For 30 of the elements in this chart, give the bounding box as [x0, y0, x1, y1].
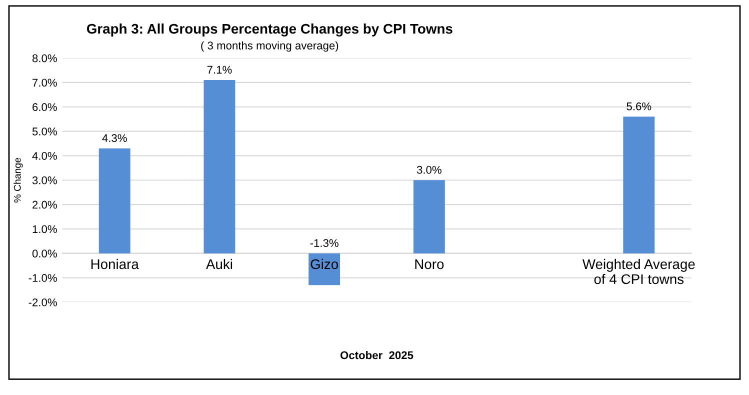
bar	[308, 253, 340, 286]
x-tick-label: Honiara	[91, 258, 139, 270]
y-tick-label: -1.0%	[28, 274, 57, 282]
data-label: 5.6%	[626, 102, 652, 110]
y-tick-label: 0.0%	[32, 250, 57, 258]
data-label: 7.1%	[207, 66, 232, 74]
x-tick-label: Auki	[206, 258, 232, 270]
bar	[413, 180, 445, 254]
y-tick-label: 3.0%	[32, 176, 57, 184]
data-label: -1.3%	[310, 239, 338, 247]
chart-subtitle: ( 3 months moving average)	[201, 41, 338, 52]
y-tick-label: -2.0%	[28, 298, 57, 306]
y-tick-label: 1.0%	[32, 225, 57, 234]
bar	[204, 80, 236, 254]
x-tick-label: Noro	[415, 259, 444, 270]
x-tick-label: Weighted Average of 4 CPI towns	[582, 258, 695, 284]
y-tick-label: 2.0%	[32, 200, 57, 209]
x-tick-label: Gizo	[310, 258, 338, 270]
y-tick-label: 6.0%	[32, 103, 57, 112]
x-axis-title: October 2025	[340, 350, 414, 360]
bar	[623, 116, 655, 254]
y-axis-title: % Change	[14, 158, 23, 202]
chart-title: Graph 3: All Groups Percentage Changes by CPI Towns	[86, 24, 452, 37]
y-tick-label: 7.0%	[32, 78, 57, 87]
y-tick-label: 5.0%	[32, 128, 57, 136]
y-tick-label: 4.0%	[32, 152, 57, 160]
data-label: 4.3%	[102, 134, 127, 142]
y-tick-label: 8.0%	[32, 54, 57, 62]
data-label: 3.0%	[416, 166, 442, 174]
bar	[98, 148, 130, 254]
